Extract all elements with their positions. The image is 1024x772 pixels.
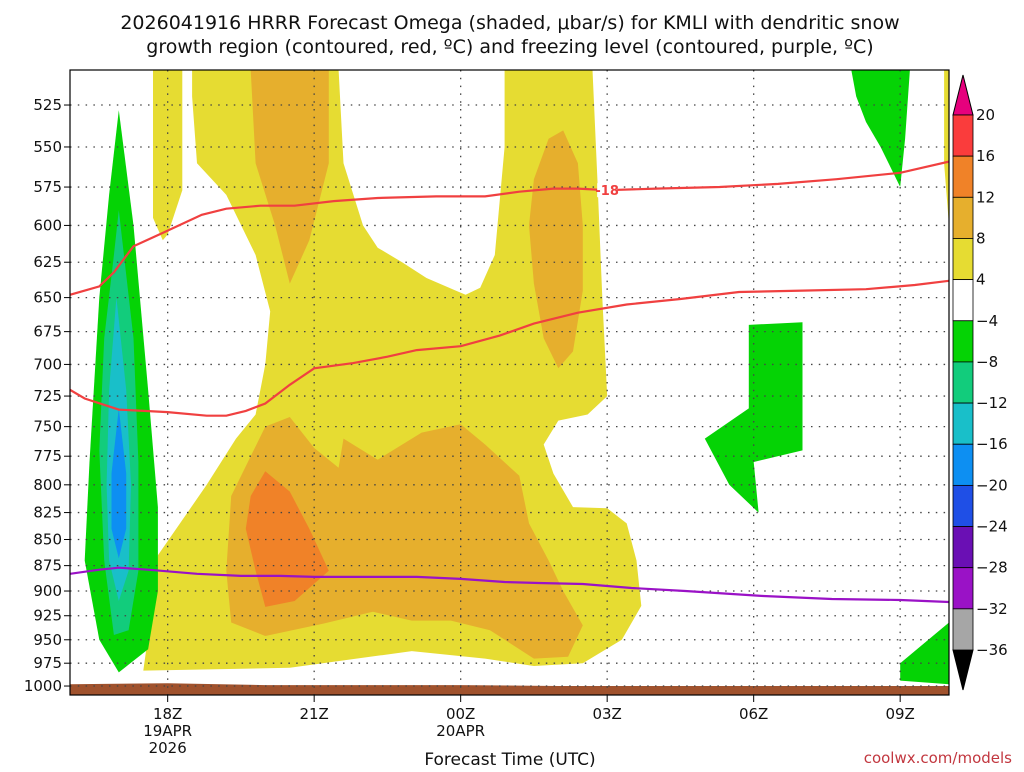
shaded-region-downward-8-to-4-green-middle-right: [704, 322, 803, 513]
y-tick-label: 800: [33, 476, 62, 494]
shaded-region-upward-4-8-yellow-upper-left: [153, 70, 183, 241]
colorbar-bottom-arrow: [952, 649, 974, 691]
y-tick-label: 575: [33, 178, 62, 196]
y-tick-label: 600: [33, 216, 62, 234]
x-tick-label: 20APR: [436, 722, 485, 740]
x-axis-title: Forecast Time (UTC): [424, 750, 595, 768]
shaded-region-downward-8-to-4-green-lower-right: [900, 622, 949, 685]
y-axis: 525 550 575 600 625 650 675 700 725 750 775 800 825 8…: [24, 96, 70, 695]
gridlines: [70, 70, 949, 695]
y-tick-label: 900: [33, 582, 62, 600]
y-tick-label: 750: [33, 418, 62, 436]
x-tick-label: 2026: [149, 739, 187, 757]
colorbar-label: 4: [976, 271, 986, 289]
colorbar-label: −36: [976, 641, 1008, 659]
shaded-region-upward-8-12-orange-lower: [226, 417, 583, 659]
chart-title-line-2: growth region (contoured, red, ºC) and f…: [146, 36, 873, 58]
colorbar-swatch: [952, 608, 974, 651]
chart-title-line-1: 2026041916 HRRR Forecast Omega (shaded, …: [120, 12, 899, 34]
colorbar-swatch: [952, 484, 974, 527]
plot-frame: [69, 69, 950, 696]
colorbar-top-arrow: [952, 74, 974, 116]
shaded-region-upward-8-12-orange-upper: [250, 70, 329, 284]
shaded-region-upward-4-8-yellow-right-edge: [944, 70, 949, 226]
y-tick-label: 525: [33, 96, 62, 114]
y-tick-label: 925: [33, 607, 62, 625]
colorbar-swatch: [952, 402, 974, 445]
y-tick-label: 775: [33, 447, 62, 465]
colorbar-label: −28: [976, 559, 1008, 577]
omega-shading-layer: [70, 70, 949, 695]
colorbar-label: 16: [976, 147, 995, 165]
colorbar-swatch: [952, 526, 974, 569]
colorbar-swatch: [952, 279, 974, 322]
colorbar-swatch: [952, 155, 974, 198]
y-tick-label: 950: [33, 631, 62, 649]
colorbar-swatch: [952, 443, 974, 486]
x-tick-label: 18Z: [153, 705, 182, 723]
x-tick-label: 19APR: [143, 722, 192, 740]
colorbar-swatch: [952, 196, 974, 239]
colorbar-label: −20: [976, 476, 1008, 494]
y-tick-label: 850: [33, 530, 62, 548]
colorbar-label: −32: [976, 600, 1008, 618]
x-tick-label: 00Z: [446, 705, 475, 723]
y-tick-label: 975: [33, 654, 62, 672]
colorbar-label: −24: [976, 518, 1008, 536]
shaded-region-downward-8-to-4-green-upper-right: [851, 70, 910, 187]
colorbar-swatch: [952, 320, 974, 363]
contour--12c-dendritic-lower: [70, 279, 949, 417]
y-tick-label: 725: [33, 387, 62, 405]
x-tick-label: 06Z: [739, 705, 768, 723]
colorbar-label: −4: [976, 312, 998, 330]
y-tick-label: 625: [33, 253, 62, 271]
colorbar-swatch: [952, 238, 974, 281]
y-tick-label: 650: [33, 289, 62, 307]
shaded-region-upward-12-16-dark-orange: [245, 471, 329, 607]
contour--18c-dendritic-upper: [70, 160, 949, 296]
y-tick-label: 675: [33, 323, 62, 341]
colorbar-label: 20: [976, 106, 995, 124]
temperature-contours: -18: [70, 160, 949, 604]
x-tick-label: 03Z: [592, 705, 621, 723]
x-tick-label: 09Z: [885, 705, 914, 723]
colorbar-label: −12: [976, 394, 1008, 412]
colorbar-swatch: [952, 567, 974, 610]
colorbar-label: 12: [976, 188, 995, 206]
colorbar-label: 8: [976, 229, 986, 247]
y-tick-label: 1000: [24, 677, 62, 695]
x-tick-label: 21Z: [299, 705, 328, 723]
colorbar-swatch: [952, 114, 974, 157]
colorbar-label: −16: [976, 435, 1008, 453]
y-tick-label: 875: [33, 557, 62, 575]
contour-0c-freezing-level: [70, 566, 949, 604]
contour-label: -18: [595, 184, 619, 199]
y-tick-label: 550: [33, 138, 62, 156]
shaded-region-downward-20-to-16-blue-core: [111, 408, 127, 559]
contour-label-background: [597, 183, 618, 198]
colorbar: 20 16 12 8 4 −4 −8 −12 −16 −20 −24 −28 −32 −36: [952, 74, 1008, 691]
y-tick-label: 825: [33, 504, 62, 522]
site-credit: coolwx.com/models: [864, 749, 1012, 767]
colorbar-label: −8: [976, 353, 998, 371]
colorbar-swatch: [952, 361, 974, 404]
y-tick-label: 700: [33, 355, 62, 373]
